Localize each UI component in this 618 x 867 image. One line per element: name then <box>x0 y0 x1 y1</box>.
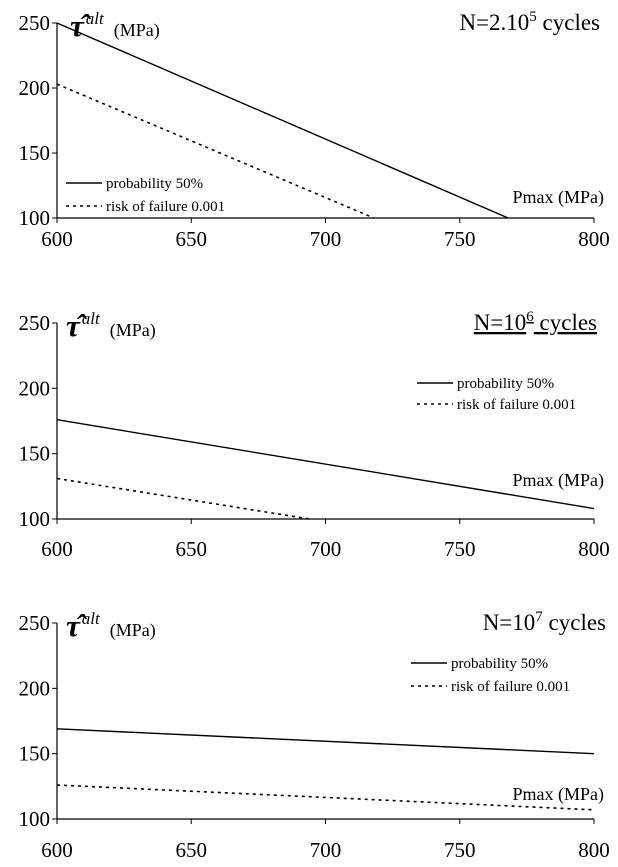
y-tick-label: 150 <box>19 141 51 165</box>
y-tick-label: 250 <box>19 311 51 335</box>
legend-entry: risk of failure 0.001 <box>106 199 225 215</box>
chart-title-suffix: cycles <box>534 310 597 335</box>
chart-title-suffix: cycles <box>543 610 606 635</box>
y-tick-label: 200 <box>19 76 51 100</box>
chart-title: N=2.105 cycles <box>459 9 600 35</box>
x-tick-label: 800 <box>578 537 610 561</box>
x-tick-label: 750 <box>444 227 476 251</box>
legend-entry: probability 50% <box>106 176 203 192</box>
y-tick-label: 150 <box>19 742 51 766</box>
y-axis-unit: (MPa) <box>114 20 160 41</box>
y-axis-unit: (MPa) <box>110 320 156 341</box>
y-tick-label: 100 <box>19 507 51 531</box>
x-tick-label: 600 <box>41 838 73 862</box>
y-axis-label: τ̂ alt(MPa) <box>70 8 160 43</box>
chart-title-exponent: 7 <box>535 609 543 625</box>
x-tick-label: 800 <box>578 838 610 862</box>
chart-panel-2: 100 150 200 250 600 650 700 750 800 probability 5… <box>19 308 610 561</box>
x-axis-label: Pmax (MPa) <box>513 187 605 208</box>
x-tick-label: 600 <box>41 227 73 251</box>
legend-entry: probability 50% <box>457 376 554 392</box>
x-axis-label: Pmax (MPa) <box>513 784 605 805</box>
y-tick-label: 200 <box>19 676 51 700</box>
legend-entry: probability 50% <box>451 656 548 672</box>
y-tick-label: 100 <box>19 206 51 230</box>
y-axis-superscript: alt <box>82 309 101 328</box>
y-axis-unit: (MPa) <box>110 620 156 641</box>
y-tick-label: 100 <box>19 807 51 831</box>
y-tick-label: 250 <box>19 11 51 35</box>
x-tick-label: 650 <box>176 537 208 561</box>
series-line-1 <box>56 419 595 510</box>
x-tick-label: 750 <box>444 838 476 862</box>
chart-title-exponent: 6 <box>526 309 534 325</box>
series-line-2 <box>56 784 595 811</box>
y-tick-label: 150 <box>19 442 51 466</box>
series-line-1 <box>56 728 595 755</box>
x-tick-label: 600 <box>41 537 73 561</box>
x-tick-label: 650 <box>176 838 208 862</box>
chart-title-exponent: 5 <box>529 9 537 25</box>
series-line-1 <box>56 22 509 219</box>
chart-panel-1: 100 150 200 250 600 650 700 750 800 probability 5… <box>19 8 610 251</box>
chart-title-main: N=2.10 <box>459 10 529 35</box>
x-tick-label: 650 <box>176 227 208 251</box>
x-tick-label: 750 <box>444 537 476 561</box>
chart-title-suffix: cycles <box>537 10 600 35</box>
x-axis-label: Pmax (MPa) <box>513 470 605 491</box>
y-axis-label: τ̂ alt(MPa) <box>66 308 156 343</box>
x-tick-label: 700 <box>310 838 342 862</box>
chart-title: N=107 cycles <box>483 609 606 635</box>
x-tick-label: 800 <box>578 227 610 251</box>
legend-entry: risk of failure 0.001 <box>451 679 570 695</box>
y-tick-label: 200 <box>19 376 51 400</box>
y-axis-superscript: alt <box>86 9 105 28</box>
y-axis-superscript: alt <box>82 609 101 628</box>
chart-title: N=106 cycles <box>474 309 597 335</box>
chart-title-main: N=10 <box>483 610 536 635</box>
y-tick-label: 250 <box>19 611 51 635</box>
x-tick-label: 700 <box>310 537 342 561</box>
chart-title-main: N=10 <box>474 310 527 335</box>
legend-entry: risk of failure 0.001 <box>457 397 576 413</box>
series-line-2 <box>56 83 375 219</box>
series-line-2 <box>56 477 310 520</box>
y-axis-label: τ̂ alt(MPa) <box>66 608 156 643</box>
chart-panel-3: 100 150 200 250 600 650 700 750 800 probability 5… <box>19 608 610 862</box>
x-tick-label: 700 <box>310 227 342 251</box>
